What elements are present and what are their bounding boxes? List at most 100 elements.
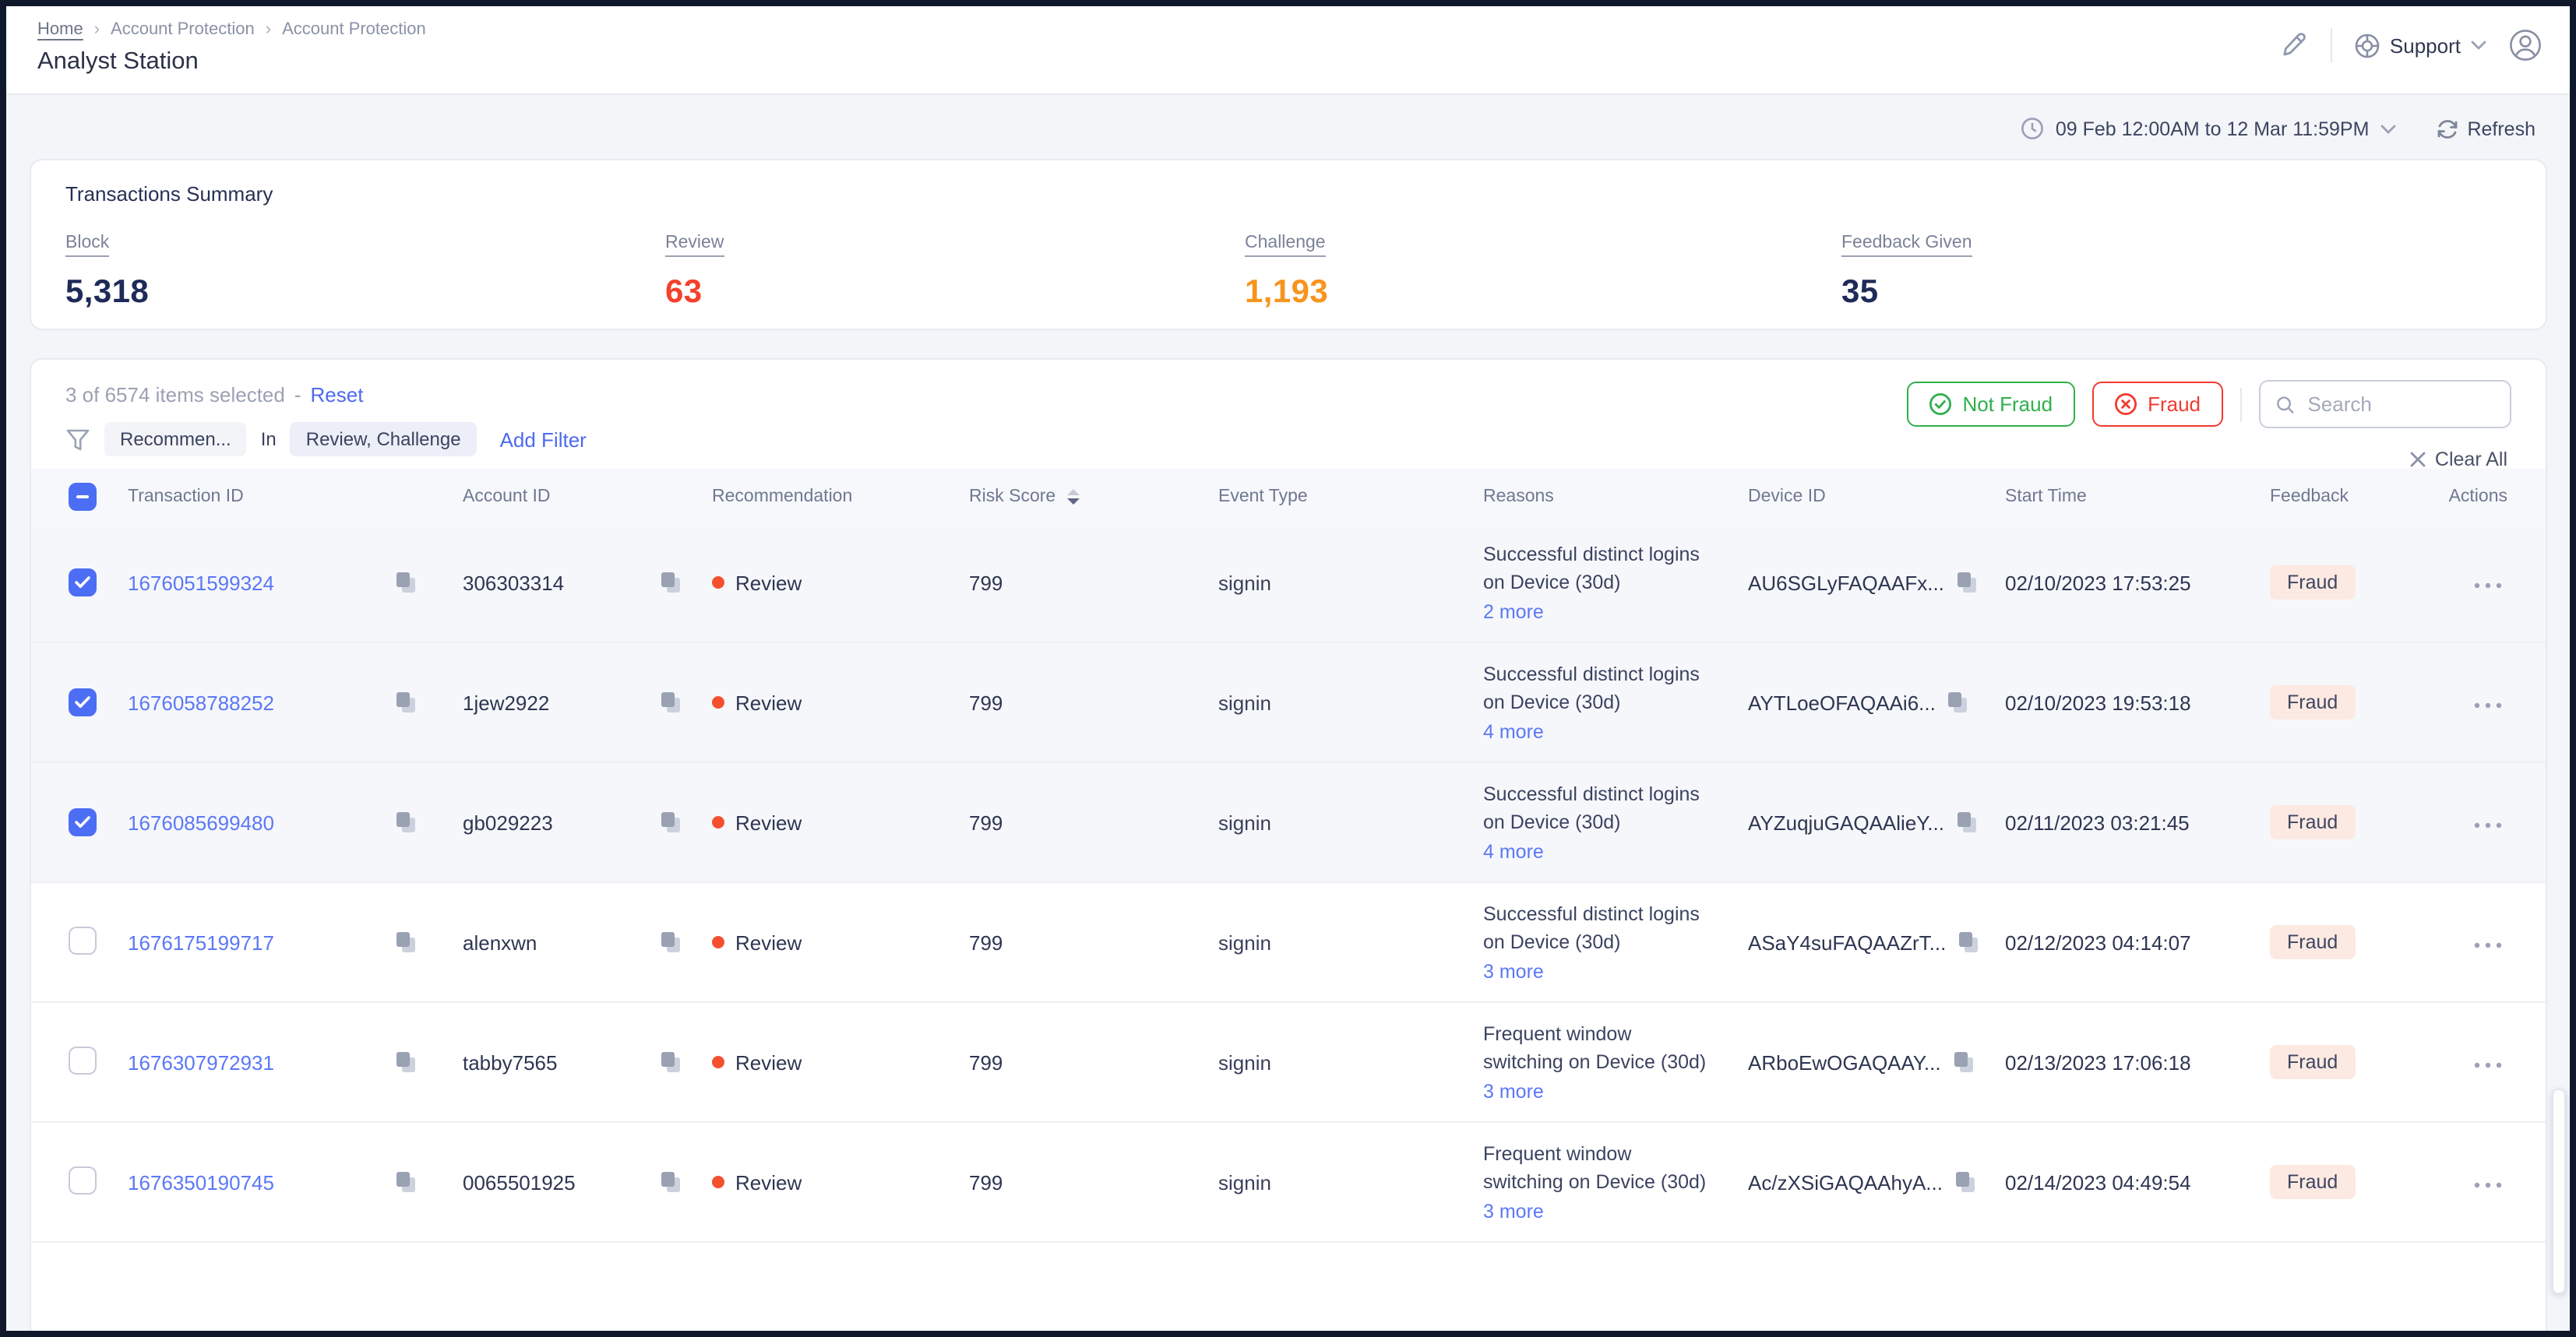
metric-challenge-label[interactable]: Challenge: [1245, 234, 1326, 257]
review-status-dot: [712, 576, 724, 589]
metric-feedback-given-label[interactable]: Feedback Given: [1841, 234, 1972, 257]
more-reasons-link[interactable]: 3 more: [1483, 1080, 1544, 1103]
event-type-value: signin: [1218, 571, 1271, 594]
reason-text: Successful distinct logins on Device (30…: [1483, 544, 1700, 593]
review-status-dot: [712, 696, 724, 709]
device-id-value: AYTLoeOFAQAAi6...: [1748, 691, 1936, 714]
row-actions-button[interactable]: [2467, 576, 2507, 595]
row-actions-button[interactable]: [2467, 936, 2507, 955]
metric-block-label[interactable]: Block: [65, 234, 110, 257]
row-checkbox[interactable]: [69, 1046, 97, 1074]
risk-score-value: 799: [969, 931, 1003, 954]
breadcrumb-current: Account Protection: [282, 20, 426, 39]
more-reasons-link[interactable]: 2 more: [1483, 600, 1544, 623]
account-id-value: 306303314: [463, 571, 565, 594]
start-time-value: 02/12/2023 04:14:07: [2005, 931, 2191, 954]
copy-icon[interactable]: [396, 811, 416, 833]
row-checkbox[interactable]: [69, 926, 97, 954]
copy-icon[interactable]: [661, 1171, 681, 1193]
start-time-value: 02/11/2023 03:21:45: [2005, 811, 2190, 834]
selection-separator: -: [294, 383, 301, 406]
top-bar: Home › Account Protection › Account Prot…: [6, 6, 2570, 95]
copy-icon[interactable]: [396, 691, 416, 713]
vertical-scrollbar[interactable]: [2551, 1089, 2565, 1294]
risk-score-value: 799: [969, 1170, 1003, 1194]
row-checkbox[interactable]: [69, 688, 97, 716]
metric-review-label[interactable]: Review: [665, 234, 724, 257]
copy-icon[interactable]: [661, 811, 681, 833]
start-time-value: 02/13/2023 17:06:18: [2005, 1050, 2191, 1074]
row-actions-button[interactable]: [2467, 696, 2507, 715]
clear-all-button[interactable]: Clear All: [2410, 449, 2507, 470]
more-reasons-link[interactable]: 3 more: [1483, 960, 1544, 983]
copy-icon[interactable]: [1958, 931, 1979, 953]
risk-score-value: 799: [969, 811, 1003, 834]
reason-text: Successful distinct logins on Device (30…: [1483, 663, 1700, 713]
search-input[interactable]: [2304, 391, 2493, 417]
breadcrumb-home[interactable]: Home: [37, 20, 83, 39]
copy-icon[interactable]: [396, 1051, 416, 1073]
account-id-value: alenxwn: [463, 931, 537, 954]
feedback-badge: Fraud: [2270, 805, 2356, 839]
recommendation-value: Review: [735, 1050, 802, 1074]
row-checkbox[interactable]: [69, 1166, 97, 1194]
copy-icon[interactable]: [1957, 811, 1977, 833]
col-feedback: Feedback: [2270, 487, 2349, 505]
more-reasons-link[interactable]: 4 more: [1483, 720, 1544, 743]
filter-value-chip[interactable]: Review, Challenge: [290, 422, 477, 456]
copy-icon[interactable]: [1955, 1171, 1975, 1193]
copy-icon[interactable]: [396, 1171, 416, 1193]
metric-review-value: 63: [665, 274, 703, 310]
copy-icon[interactable]: [396, 572, 416, 593]
row-actions-button[interactable]: [2467, 816, 2507, 835]
not-fraud-label: Not Fraud: [1962, 392, 2053, 416]
row-actions-button[interactable]: [2467, 1056, 2507, 1075]
user-avatar-icon[interactable]: [2507, 28, 2542, 62]
transaction-id-link[interactable]: 1676175199717: [128, 931, 274, 954]
copy-icon[interactable]: [661, 572, 681, 593]
support-menu[interactable]: Support: [2354, 32, 2486, 58]
metric-block: Block 5,318: [65, 227, 665, 311]
pen-icon[interactable]: [2278, 30, 2309, 61]
risk-score-value: 799: [969, 691, 1003, 714]
transactions-table-card: 3 of 6574 items selected - Reset Recomme…: [30, 358, 2546, 1331]
clock-icon: [2021, 118, 2044, 139]
select-all-checkbox[interactable]: [69, 482, 97, 510]
row-checkbox[interactable]: [69, 808, 97, 836]
reset-selection-link[interactable]: Reset: [310, 383, 364, 406]
copy-icon[interactable]: [396, 931, 416, 953]
col-device-id: Device ID: [1748, 487, 1826, 505]
reason-text: Successful distinct logins on Device (30…: [1483, 903, 1700, 953]
more-reasons-link[interactable]: 3 more: [1483, 1200, 1544, 1223]
transaction-id-link[interactable]: 1676350190745: [128, 1170, 274, 1194]
sort-risk-score[interactable]: [1066, 488, 1080, 504]
not-fraud-button[interactable]: Not Fraud: [1906, 382, 2075, 427]
date-range-picker[interactable]: 09 Feb 12:00AM to 12 Mar 11:59PM: [2021, 117, 2396, 140]
copy-icon[interactable]: [661, 691, 681, 713]
filter-funnel-icon: [66, 428, 90, 450]
account-id-value: 0065501925: [463, 1170, 576, 1194]
fraud-button[interactable]: Fraud: [2091, 382, 2222, 427]
summary-title: Transactions Summary: [65, 182, 273, 206]
copy-icon[interactable]: [1954, 1051, 1974, 1073]
row-actions-button[interactable]: [2467, 1176, 2507, 1195]
transaction-id-link[interactable]: 1676051599324: [128, 571, 274, 594]
breadcrumb-account-protection[interactable]: Account Protection: [111, 20, 255, 39]
table-row: 1676175199717 alenxwn Review 799 signin …: [31, 883, 2545, 1003]
copy-icon[interactable]: [661, 1051, 681, 1073]
refresh-button[interactable]: Refresh: [2436, 118, 2535, 139]
check-circle-icon: [1929, 392, 1951, 416]
table-row: 1676058788252 1jew2922 Review 799 signin…: [31, 643, 2545, 763]
filter-field-chip[interactable]: Recommen...: [104, 422, 247, 456]
recommendation-value: Review: [735, 931, 802, 954]
row-checkbox[interactable]: [69, 568, 97, 596]
copy-icon[interactable]: [661, 931, 681, 953]
copy-icon[interactable]: [1957, 572, 1977, 593]
transaction-id-link[interactable]: 1676085699480: [128, 811, 274, 834]
copy-icon[interactable]: [1948, 691, 1968, 713]
more-reasons-link[interactable]: 4 more: [1483, 840, 1544, 863]
transaction-id-link[interactable]: 1676058788252: [128, 691, 274, 714]
risk-score-value: 799: [969, 571, 1003, 594]
transaction-id-link[interactable]: 1676307972931: [128, 1050, 274, 1074]
add-filter-link[interactable]: Add Filter: [499, 427, 587, 451]
